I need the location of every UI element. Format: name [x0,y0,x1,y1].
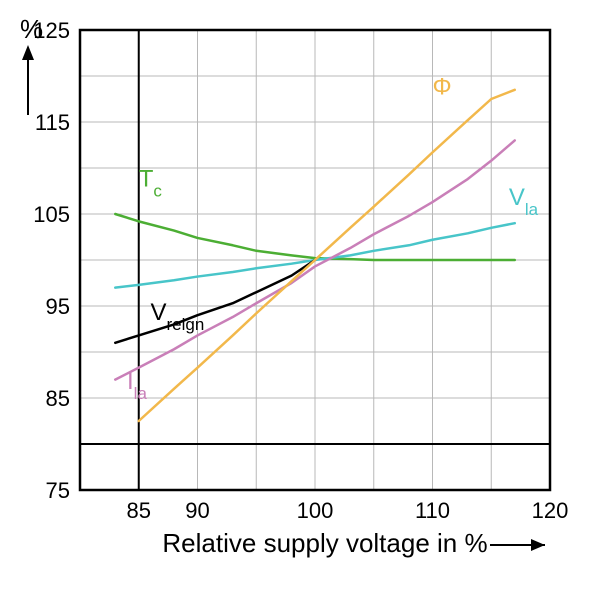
y-tick-label: 85 [46,386,70,411]
x-tick-label: 90 [185,498,209,523]
y-tick-label: 115 [35,110,70,135]
supply-voltage-chart: TcVlaVreignIlaΦ8590100110120758595105115… [0,0,590,590]
x-tick-label: 100 [297,498,334,523]
x-axis-label: Relative supply voltage in % [162,528,487,558]
y-axis-label: % [20,14,43,44]
y-tick-label: 105 [33,202,70,227]
x-tick-label: 120 [532,498,569,523]
y-tick-label: 75 [46,478,70,503]
x-tick-label: 85 [127,498,151,523]
series-label-Phi: Φ [433,73,452,100]
x-tick-label: 110 [415,498,450,523]
y-tick-label: 95 [46,294,70,319]
